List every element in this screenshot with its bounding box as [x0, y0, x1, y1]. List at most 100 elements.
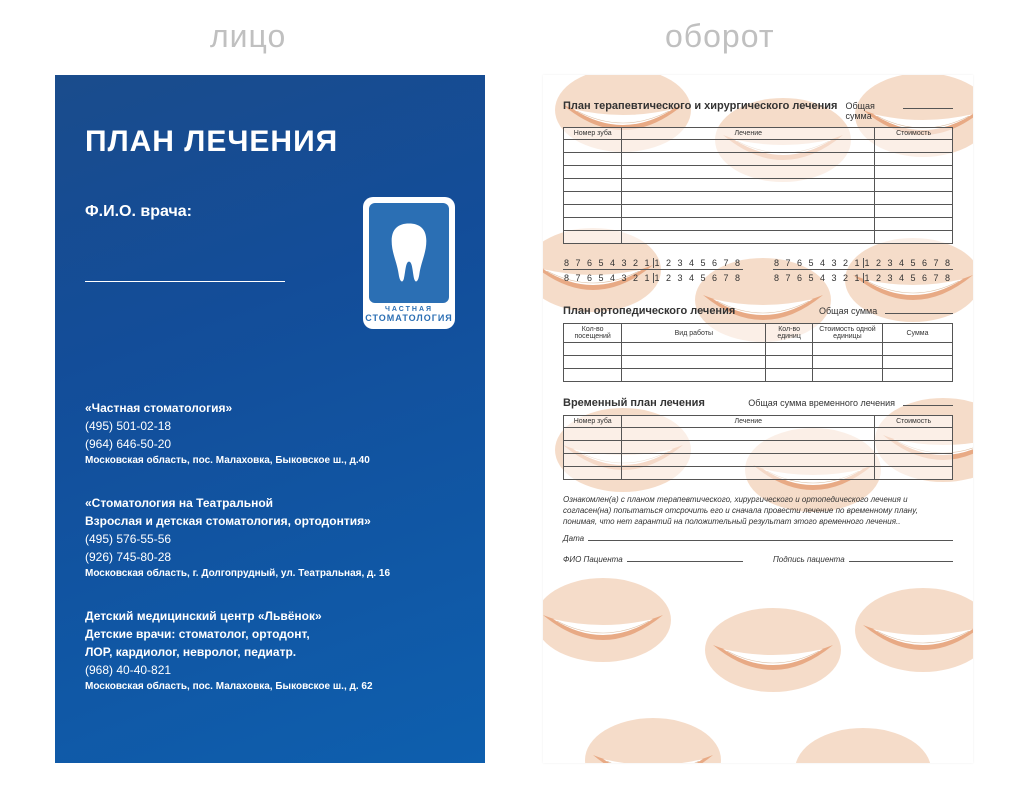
table-header: Кол-во посещений — [564, 324, 622, 343]
table-cell[interactable] — [564, 205, 622, 218]
section3-sum-line[interactable] — [903, 396, 953, 406]
section2-header: План ортопедического лечения Общая сумма — [563, 304, 953, 317]
clinic-name: «Частная стоматология» — [85, 399, 455, 417]
table-cell[interactable] — [564, 441, 622, 454]
tooth-q4: 1 2 3 4 5 6 7 8 — [654, 273, 744, 283]
card-front: ПЛАН ЛЕЧЕНИЯ Ф.И.О. врача: ЧАСТНАЯ СТОМА… — [55, 75, 485, 763]
table-row — [564, 356, 953, 369]
table-cell[interactable] — [622, 205, 875, 218]
table-cell[interactable] — [622, 140, 875, 153]
table-row — [564, 441, 953, 454]
table-cell[interactable] — [812, 369, 882, 382]
logo-text-small: ЧАСТНАЯ — [385, 306, 433, 313]
table-cell[interactable] — [564, 140, 622, 153]
tooth-q2: 8 7 6 5 4 3 2 1 — [563, 258, 654, 268]
patient-name-line[interactable] — [627, 553, 743, 562]
logo-text-big: СТОМАТОЛОГИЯ — [365, 313, 453, 323]
table-cell[interactable] — [875, 218, 953, 231]
table-cell[interactable] — [875, 467, 953, 480]
tooth-q3: 8 7 6 5 4 3 2 1 — [563, 273, 654, 283]
table-section3: Номер зубаЛечениеСтоимость — [563, 415, 953, 480]
table-cell[interactable] — [564, 454, 622, 467]
date-line[interactable] — [588, 532, 953, 541]
table-cell[interactable] — [564, 179, 622, 192]
table-cell[interactable] — [766, 356, 813, 369]
section2-sum-line[interactable] — [885, 304, 953, 314]
table-cell[interactable] — [564, 356, 622, 369]
tooth-q1b: 1 2 3 4 5 6 7 8 — [864, 258, 954, 268]
table-row — [564, 166, 953, 179]
section2-title: План ортопедического лечения — [563, 305, 735, 317]
table-row — [564, 140, 953, 153]
card-back: План терапевтического и хирургического л… — [543, 75, 973, 763]
table-cell[interactable] — [622, 166, 875, 179]
table-cell[interactable] — [622, 356, 766, 369]
table-cell[interactable] — [882, 343, 952, 356]
clinic-phone: (964) 646-50-20 — [85, 435, 455, 453]
table-cell[interactable] — [766, 369, 813, 382]
table-cell[interactable] — [622, 192, 875, 205]
table-cell[interactable] — [766, 343, 813, 356]
logo: ЧАСТНАЯ СТОМАТОЛОГИЯ — [363, 197, 455, 329]
table-cell[interactable] — [622, 454, 875, 467]
section3-title: Временный план лечения — [563, 397, 705, 409]
table-cell[interactable] — [564, 231, 622, 244]
table-row — [564, 467, 953, 480]
table-cell[interactable] — [622, 369, 766, 382]
table-cell[interactable] — [875, 166, 953, 179]
table-row — [564, 205, 953, 218]
table-cell[interactable] — [564, 153, 622, 166]
table-header: Номер зуба — [564, 128, 622, 140]
table-cell[interactable] — [622, 428, 875, 441]
section3-sum-label: Общая сумма временного лечения — [748, 398, 895, 408]
table-cell[interactable] — [882, 356, 952, 369]
table-cell[interactable] — [564, 467, 622, 480]
smile-icon — [793, 725, 933, 763]
table-cell[interactable] — [875, 205, 953, 218]
label-back: оборот — [665, 18, 774, 55]
table-cell[interactable] — [622, 218, 875, 231]
table-cell[interactable] — [875, 231, 953, 244]
table-cell[interactable] — [875, 441, 953, 454]
table-cell[interactable] — [622, 153, 875, 166]
table-cell[interactable] — [564, 428, 622, 441]
patient-sign-line[interactable] — [849, 553, 953, 562]
doctor-input-line[interactable] — [85, 281, 285, 282]
table-row — [564, 428, 953, 441]
date-label: Дата — [563, 534, 584, 543]
table-cell[interactable] — [622, 179, 875, 192]
table-cell[interactable] — [564, 192, 622, 205]
table-cell[interactable] — [622, 467, 875, 480]
tooth-chart: 8 7 6 5 4 3 2 1 1 2 3 4 5 6 7 8 8 7 6 5 … — [563, 258, 953, 284]
table-section1: Номер зубаЛечениеСтоимость — [563, 127, 953, 244]
table-cell[interactable] — [875, 140, 953, 153]
table-header: Стоимость — [875, 128, 953, 140]
clinic-block: «Частная стоматология»(495) 501-02-18(96… — [85, 399, 455, 468]
section1-sum-line[interactable] — [903, 99, 953, 109]
table-cell[interactable] — [812, 356, 882, 369]
tooth-icon — [369, 203, 449, 303]
table-cell[interactable] — [875, 428, 953, 441]
table-cell[interactable] — [622, 231, 875, 244]
smile-icon — [543, 575, 673, 665]
table-cell[interactable] — [882, 369, 952, 382]
table-cell[interactable] — [564, 369, 622, 382]
table-header: Вид работы — [622, 324, 766, 343]
table-cell[interactable] — [812, 343, 882, 356]
clinic-address: Московская область, г. Долгопрудный, ул.… — [85, 566, 455, 581]
clinic-address: Московская область, пос. Малаховка, Быко… — [85, 679, 455, 694]
table-cell[interactable] — [875, 454, 953, 467]
tooth-block-left: 8 7 6 5 4 3 2 1 1 2 3 4 5 6 7 8 8 7 6 5 … — [563, 258, 743, 284]
table-row — [564, 454, 953, 467]
doctor-label: Ф.И.О. врача: — [85, 203, 285, 221]
tooth-q2b: 8 7 6 5 4 3 2 1 — [773, 258, 864, 268]
table-cell[interactable] — [875, 153, 953, 166]
table-cell[interactable] — [622, 441, 875, 454]
table-cell[interactable] — [875, 192, 953, 205]
table-cell[interactable] — [622, 343, 766, 356]
table-cell[interactable] — [564, 218, 622, 231]
table-cell[interactable] — [875, 179, 953, 192]
table-cell[interactable] — [564, 166, 622, 179]
clinic-address: Московская область, пос. Малаховка, Быко… — [85, 453, 455, 468]
table-cell[interactable] — [564, 343, 622, 356]
